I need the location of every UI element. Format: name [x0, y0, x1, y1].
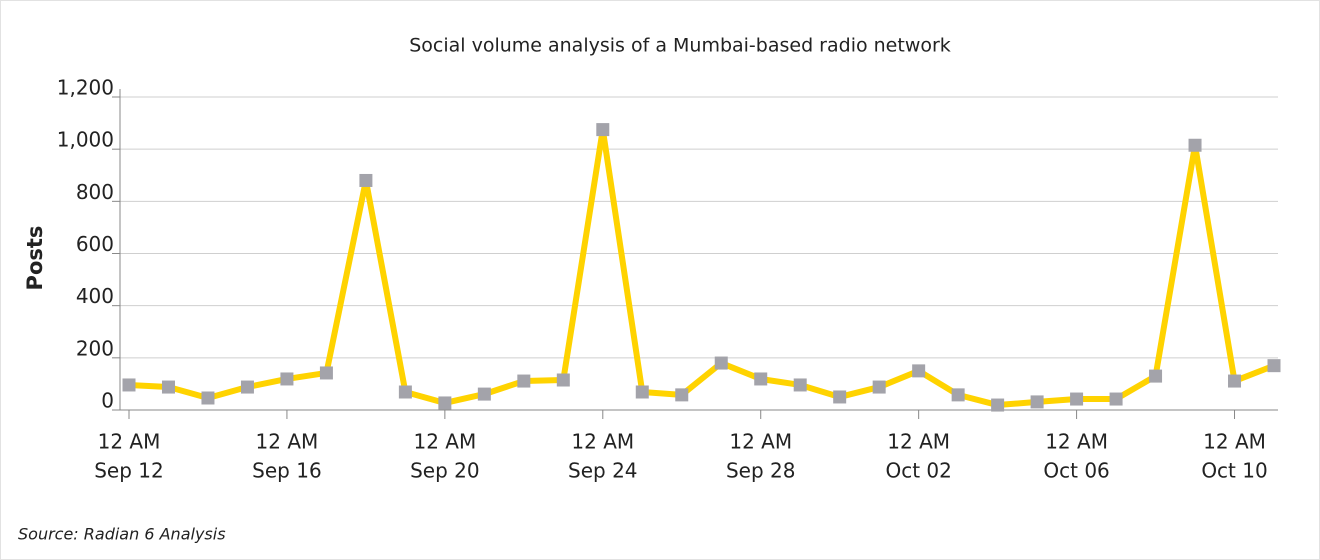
marker: [675, 388, 689, 402]
marker: [517, 374, 531, 388]
marker: [280, 372, 294, 386]
marker: [122, 378, 136, 392]
chart-title: Social volume analysis of a Mumbai-based…: [409, 35, 951, 57]
marker: [951, 388, 965, 402]
marker: [635, 385, 649, 399]
marker: [1267, 359, 1281, 373]
x-tick-label: Sep 16: [252, 459, 322, 483]
marker: [1228, 374, 1242, 388]
y-tick-label: 600: [76, 232, 114, 256]
marker: [161, 380, 175, 394]
y-tick-label: 1,200: [57, 76, 114, 100]
x-tick-label: 12 AM: [98, 430, 161, 454]
marker: [201, 391, 215, 405]
x-tick-label: 12 AM: [887, 430, 950, 454]
marker: [912, 364, 926, 378]
marker: [1070, 392, 1084, 406]
marker: [991, 398, 1005, 412]
x-tick-label: Oct 10: [1201, 459, 1267, 483]
marker: [398, 385, 412, 399]
marker: [596, 123, 610, 137]
x-tick-label: Sep 24: [568, 459, 638, 483]
marker: [1188, 138, 1202, 152]
marker: [359, 173, 373, 187]
x-tick-label: Sep 28: [726, 459, 796, 483]
marker: [438, 396, 452, 410]
x-tick-label: Oct 06: [1043, 459, 1109, 483]
y-tick-label: 400: [76, 284, 114, 308]
marker: [793, 378, 807, 392]
x-tick-label: Sep 12: [94, 459, 164, 483]
x-tick-label: 12 AM: [1045, 430, 1108, 454]
marker: [556, 373, 570, 387]
marker: [833, 390, 847, 404]
y-tick-label: 200: [76, 336, 114, 360]
source: Source: Radian 6 Analysis: [18, 525, 226, 544]
x-tick-label: 12 AM: [256, 430, 319, 454]
x-tick-label: Oct 02: [885, 459, 951, 483]
y-tick-label: 1,000: [57, 128, 114, 152]
x-tick-label: 12 AM: [571, 430, 634, 454]
marker: [240, 380, 254, 394]
y-axis-label: Posts: [23, 226, 47, 291]
x-tick-label: 12 AM: [729, 430, 792, 454]
y-tick-label: 0: [101, 389, 114, 413]
marker: [1149, 369, 1163, 383]
marker: [754, 372, 768, 386]
marker: [319, 366, 333, 380]
marker: [477, 387, 491, 401]
x-tick-label: Sep 20: [410, 459, 480, 483]
x-tick-label: 12 AM: [413, 430, 476, 454]
marker: [714, 356, 728, 370]
marker: [1109, 392, 1123, 406]
marker: [872, 380, 886, 394]
x-tick-label: 12 AM: [1203, 430, 1266, 454]
line: [128, 126, 1276, 409]
y-tick-label: 800: [76, 180, 114, 204]
marker: [1030, 395, 1044, 409]
